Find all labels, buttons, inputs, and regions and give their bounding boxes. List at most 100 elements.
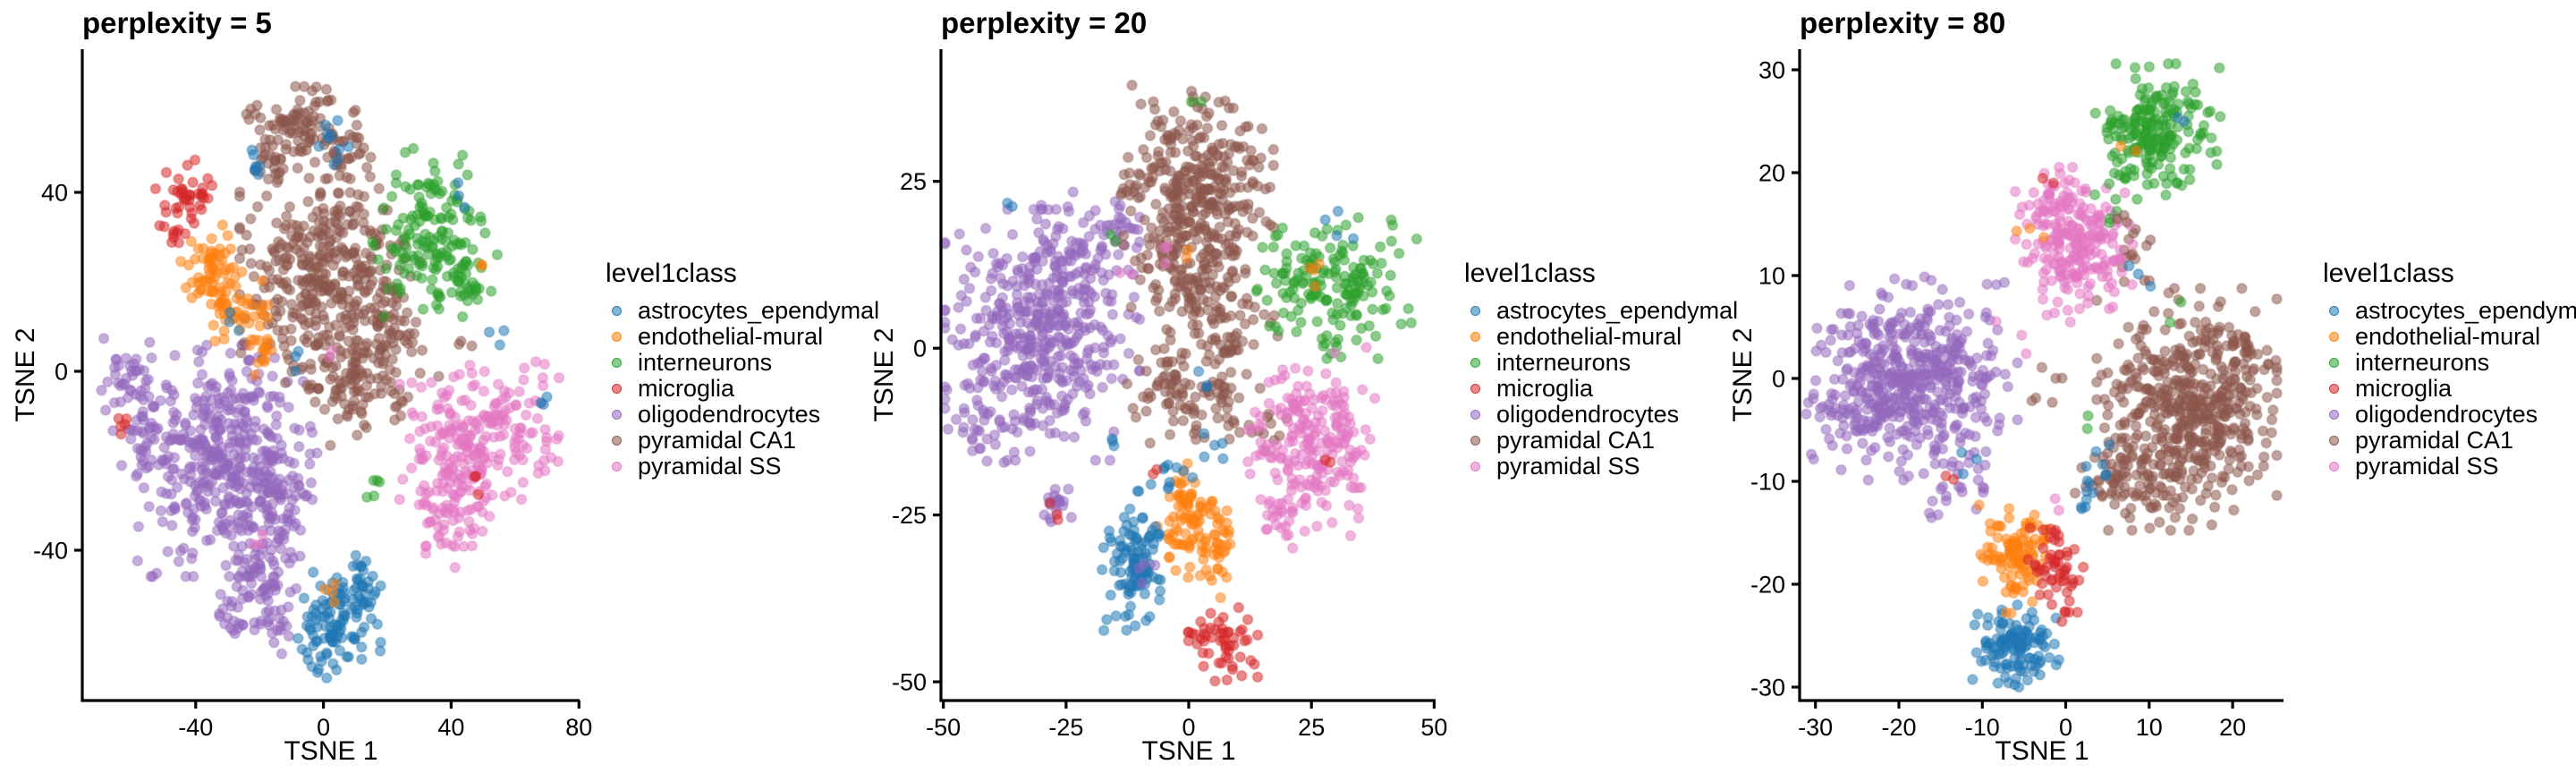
- legend-item: interneurons: [1464, 349, 1738, 376]
- legend: level1class astrocytes_ependymal endothel…: [1464, 259, 1738, 480]
- legend-key-dot-icon: [1470, 306, 1480, 316]
- x-tick-label: 0: [2059, 714, 2072, 741]
- legend-item: endothelial-mural: [1464, 323, 1738, 350]
- legend-item: astrocytes_ependymal: [1464, 297, 1739, 324]
- legend-item: pyramidal CA1: [1464, 427, 1738, 454]
- legend-title: level1class: [1464, 259, 1596, 288]
- x-axis-title: TSNE 1: [1141, 736, 1235, 766]
- panel-perplexity-80: perplexity = 80 -30 -20 -10 0 10 20 30 20 10 0 -10…: [1717, 0, 2576, 773]
- y-axis-title: TSNE 2: [1728, 327, 1758, 421]
- legend-items: astrocytes_ependymal endothelial-mural int…: [1464, 297, 1739, 480]
- legend-item-label: microglia: [1496, 375, 1594, 402]
- legend-key-dot-icon: [2329, 306, 2339, 316]
- scatter-points: [96, 81, 565, 684]
- legend-item-label: endothelial-mural: [2355, 323, 2541, 350]
- x-tick-label: 20: [2219, 714, 2246, 741]
- panel-perplexity-20: perplexity = 20 -50 -25 0 25 50 25 0 -25 -50 TSNE…: [859, 0, 1738, 773]
- legend-item-label: endothelial-mural: [638, 323, 824, 350]
- x-tick-label: 0: [317, 714, 330, 741]
- legend-key-dot-icon: [2329, 462, 2339, 471]
- legend-item-label: pyramidal SS: [1496, 453, 1640, 480]
- y-tick-label: -25: [892, 502, 927, 529]
- legend-item: endothelial-mural: [2323, 323, 2576, 350]
- y-axis-ticks: 30 20 10 0 -10 -20 -30: [1750, 57, 1800, 701]
- legend-item: endothelial-mural: [606, 323, 879, 350]
- x-axis-ticks: -30 -20 -10 0 10 20: [1798, 701, 2246, 741]
- legend-item-label: pyramidal CA1: [2355, 427, 2514, 454]
- legend-items: astrocytes_ependymal endothelial-mural int…: [2323, 297, 2576, 480]
- legend-item: astrocytes_ependymal: [2323, 297, 2576, 324]
- legend-item: pyramidal CA1: [2323, 427, 2576, 454]
- legend-item: oligodendrocytes: [606, 401, 879, 428]
- y-tick-label: 20: [1758, 160, 1785, 187]
- panel-title: perplexity = 20: [941, 6, 1148, 39]
- legend-key-dot-icon: [612, 306, 622, 316]
- y-tick-label: 0: [1772, 366, 1785, 393]
- legend-item: pyramidal SS: [2323, 453, 2576, 480]
- x-tick-label: -20: [1881, 714, 1916, 741]
- legend-item: microglia: [2323, 375, 2576, 402]
- legend-item: interneurons: [606, 349, 879, 376]
- scatter-plot: -30 -20 -10 0 10 20 30 20 10 0 -10 -20 -30 TSNE 1 TSNE…: [1728, 49, 2284, 766]
- x-tick-label: -30: [1798, 714, 1833, 741]
- x-tick-label: 0: [1182, 714, 1195, 741]
- axis-lines: [939, 49, 1436, 702]
- y-tick-label: 0: [55, 359, 68, 386]
- y-tick-label: -40: [33, 538, 68, 565]
- legend-item-label: astrocytes_ependymal: [638, 297, 880, 324]
- x-tick-label: 50: [1420, 714, 1447, 741]
- legend-key-dot-icon: [2329, 332, 2339, 342]
- x-axis-title: TSNE 1: [284, 736, 377, 766]
- legend-key-dot-icon: [2329, 358, 2339, 368]
- legend-item: interneurons: [2323, 349, 2576, 376]
- legend-key-dot-icon: [2329, 410, 2339, 420]
- x-tick-label: -50: [926, 714, 961, 741]
- legend-key-dot-icon: [1470, 462, 1480, 471]
- legend-item: microglia: [606, 375, 879, 402]
- legend-item-label: interneurons: [638, 349, 773, 376]
- legend-item: pyramidal CA1: [606, 427, 879, 454]
- axis-lines: [1798, 49, 2284, 702]
- legend-item: oligodendrocytes: [2323, 401, 2576, 428]
- y-tick-label: -50: [892, 669, 927, 696]
- legend-key-dot-icon: [612, 332, 622, 342]
- legend-item-label: interneurons: [1496, 349, 1631, 376]
- scatter-points: [938, 79, 1423, 687]
- legend-item-label: pyramidal CA1: [638, 427, 797, 454]
- legend-item-label: astrocytes_ependymal: [2355, 297, 2576, 324]
- legend-items: astrocytes_ependymal endothelial-mural int…: [606, 297, 880, 480]
- legend-item-label: microglia: [2355, 375, 2453, 402]
- legend-item-label: oligodendrocytes: [1496, 401, 1680, 428]
- legend-item: microglia: [1464, 375, 1738, 402]
- x-axis-title: TSNE 1: [1995, 736, 2089, 766]
- legend-title: level1class: [606, 259, 737, 288]
- legend-item-label: microglia: [638, 375, 735, 402]
- legend-key-dot-icon: [612, 358, 622, 368]
- legend-item-label: endothelial-mural: [1496, 323, 1682, 350]
- legend-item: pyramidal SS: [606, 453, 879, 480]
- legend: level1class astrocytes_ependymal endothel…: [606, 259, 879, 480]
- x-tick-label: 25: [1298, 714, 1325, 741]
- y-tick-label: -20: [1750, 572, 1785, 599]
- legend: level1class astrocytes_ependymal endothel…: [2323, 259, 2576, 480]
- legend-item: astrocytes_ependymal: [606, 297, 880, 324]
- panel-title: perplexity = 5: [82, 6, 272, 39]
- legend-key-dot-icon: [612, 384, 622, 394]
- legend-item-label: oligodendrocytes: [2355, 401, 2538, 428]
- legend-item: oligodendrocytes: [1464, 401, 1738, 428]
- axis-lines: [80, 49, 580, 702]
- y-axis-ticks: 25 0 -25 -50: [892, 168, 941, 696]
- legend-item-label: pyramidal CA1: [1496, 427, 1656, 454]
- y-axis-ticks: 40 0 -40: [33, 180, 82, 565]
- legend-key-dot-icon: [1470, 358, 1480, 368]
- legend-item-label: pyramidal SS: [638, 453, 782, 480]
- legend-key-dot-icon: [1470, 332, 1480, 342]
- y-tick-label: 40: [41, 180, 68, 207]
- legend-item-label: astrocytes_ependymal: [1496, 297, 1739, 324]
- x-tick-label: -40: [178, 714, 213, 741]
- legend-key-dot-icon: [2329, 436, 2339, 446]
- y-tick-label: -10: [1750, 469, 1785, 496]
- legend-key-dot-icon: [1470, 384, 1480, 394]
- legend-key-dot-icon: [612, 462, 622, 471]
